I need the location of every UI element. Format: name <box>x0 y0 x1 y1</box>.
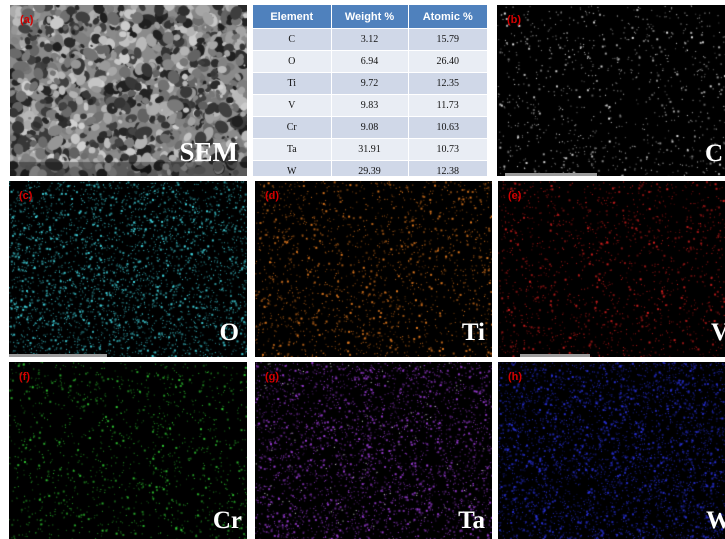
cell-atomic: 10.63 <box>408 116 487 139</box>
sem-image-panel: (a) SEM <box>10 5 247 176</box>
cell-weight: 9.08 <box>331 116 409 139</box>
scale-bar <box>505 173 597 176</box>
composition-table: Element Weight % Atomic % C 3.12 15.79 O… <box>253 5 487 176</box>
panel-h-label: W <box>706 507 725 534</box>
cell-element: Ta <box>253 138 332 161</box>
panel-g-tag: (g) <box>265 371 280 383</box>
element-map-cr: (f) Cr <box>9 362 247 539</box>
panel-d-label: Ti <box>461 319 485 346</box>
cell-atomic: 12.38 <box>408 160 487 176</box>
sem-micrograph <box>10 5 247 176</box>
cell-element: O <box>253 50 332 73</box>
dot-map-o <box>9 181 247 357</box>
cell-element: Ti <box>253 72 332 95</box>
scale-bar <box>9 354 107 357</box>
element-map-c: (b) C <box>497 5 725 176</box>
dot-map-ta <box>255 362 492 539</box>
panel-f-label: Cr <box>212 507 242 534</box>
cell-weight: 29.39 <box>331 160 409 176</box>
table-row: Ti 9.72 12.35 <box>253 72 487 95</box>
table-row: V 9.83 11.73 <box>253 94 487 117</box>
cell-atomic: 12.35 <box>408 72 487 95</box>
element-map-v: (e) V <box>498 181 725 357</box>
cell-atomic: 26.40 <box>408 50 487 73</box>
panel-f-tag: (f) <box>19 371 30 383</box>
dot-map-w <box>498 362 725 539</box>
cell-weight: 3.12 <box>331 28 409 51</box>
header-weight: Weight % <box>331 5 409 29</box>
panel-e-label: V <box>710 319 725 346</box>
dot-map-v <box>498 181 725 357</box>
panel-b-tag: (b) <box>507 14 522 26</box>
dot-map-c <box>497 5 725 176</box>
cell-weight: 9.83 <box>331 94 409 117</box>
cell-weight: 9.72 <box>331 72 409 95</box>
cell-weight: 31.91 <box>331 138 409 161</box>
cell-element: V <box>253 94 332 117</box>
element-map-ta: (g) Ta <box>255 362 492 539</box>
cell-element: W <box>253 160 332 176</box>
dot-map-cr <box>9 362 247 539</box>
cell-element: Cr <box>253 116 332 139</box>
table-row: Cr 9.08 10.63 <box>253 116 487 139</box>
panel-h-tag: (h) <box>508 371 523 383</box>
cell-element: C <box>253 28 332 51</box>
header-element: Element <box>253 5 332 29</box>
element-map-o: (c) O <box>9 181 247 357</box>
table-header-row: Element Weight % Atomic % <box>253 5 487 29</box>
cell-atomic: 11.73 <box>408 94 487 117</box>
element-map-w: (h) W <box>498 362 725 539</box>
composition-table-wrapper: Element Weight % Atomic % C 3.12 15.79 O… <box>253 5 487 176</box>
panel-g-label: Ta <box>458 507 485 534</box>
cell-atomic: 10.73 <box>408 138 487 161</box>
cell-weight: 6.94 <box>331 50 409 73</box>
panel-c-label: O <box>219 319 239 346</box>
dot-map-ti <box>255 181 492 357</box>
scale-bar <box>520 354 590 357</box>
table-row: Ta 31.91 10.73 <box>253 138 487 161</box>
table-row: O 6.94 26.40 <box>253 50 487 73</box>
panel-d-tag: (d) <box>265 190 280 202</box>
table-row: W 29.39 12.38 <box>253 160 487 176</box>
panel-b-label: C <box>704 140 723 167</box>
table-row: C 3.12 15.79 <box>253 28 487 51</box>
panel-a-tag: (a) <box>20 14 34 26</box>
cell-atomic: 15.79 <box>408 28 487 51</box>
panel-a-label: SEM <box>179 137 238 167</box>
element-map-ti: (d) Ti <box>255 181 492 357</box>
panel-c-tag: (c) <box>19 190 33 202</box>
panel-e-tag: (e) <box>508 190 522 202</box>
header-atomic: Atomic % <box>408 5 487 29</box>
